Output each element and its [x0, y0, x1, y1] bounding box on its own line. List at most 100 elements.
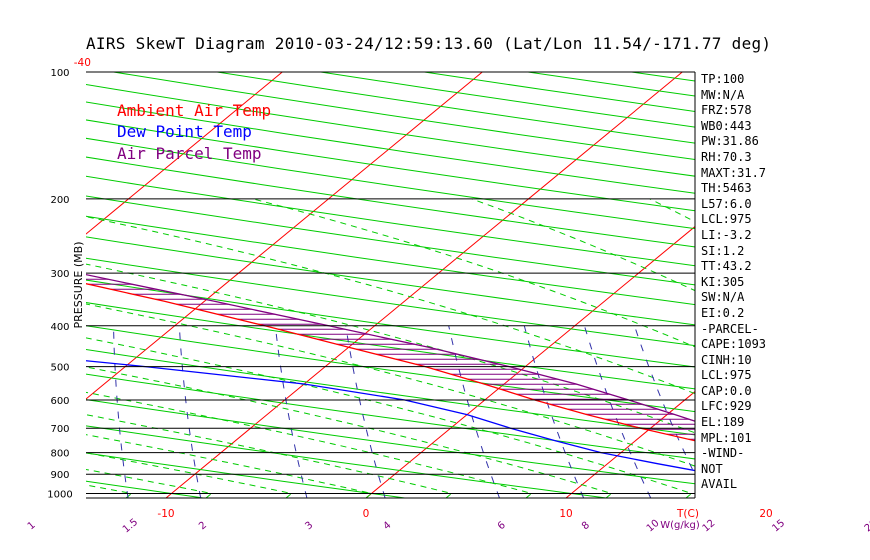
parcel-profile-line: [86, 273, 695, 422]
stat-wind-not: NOT: [701, 461, 723, 476]
dry-adiabat-line: [527, 72, 695, 97]
mixing-ratio-line: [23, 326, 29, 498]
stat-wind-avail: AVAIL: [701, 477, 738, 492]
stat-parcel-lcl: LCL:975: [701, 368, 752, 383]
mixing-ratio-line: [274, 325, 308, 498]
isotherm-line: [766, 72, 870, 498]
isotherm-line: [365, 225, 695, 498]
mixing-ratio-tick-label: 10: [645, 518, 662, 535]
dry-adiabat-line: [86, 195, 695, 286]
x-axis-label: T(C): [676, 508, 699, 520]
mixing-ratio-tick-label: 12: [701, 518, 718, 535]
stat-cinh: CINH:10: [701, 352, 752, 367]
stat-cap: CAP:0.0: [701, 383, 752, 398]
dry-adiabat-line: [86, 302, 695, 390]
pressure-tick-label: 800: [50, 449, 69, 460]
bottom-temp-tick-label: 20: [759, 508, 772, 520]
dry-adiabat-line: [86, 373, 695, 460]
mixing-ratio-tick-label: 8: [580, 520, 592, 533]
dry-adiabat-line: [86, 325, 695, 413]
stat-wind-header: -WIND-: [701, 446, 745, 461]
moist-adiabat-line: [86, 263, 695, 434]
stat-li: LI:-3.2: [701, 227, 752, 242]
y-axis-label: PRESSURE (MB): [72, 242, 85, 329]
stat-mw: MW:N/A: [701, 87, 745, 102]
moist-adiabat-line: [86, 434, 373, 498]
pressure-tick-label: 100: [50, 68, 69, 79]
dewpoint-profile-line: [86, 360, 695, 472]
legend-ambient-air-temp: Ambient Air Temp: [117, 101, 272, 120]
dry-adiabat-line: [320, 72, 695, 128]
dry-adiabat-line: [839, 72, 870, 498]
stat-lfc: LFC:929: [701, 399, 752, 414]
mixing-ratio-tick-label: 2: [197, 520, 209, 533]
dry-adiabat-line: [86, 215, 695, 306]
stat-pw: PW:31.86: [701, 134, 759, 149]
mixing-ratio-line: [448, 325, 500, 498]
pressure-tick-label: 200: [50, 195, 69, 206]
stat-wb0: WB0:443: [701, 118, 752, 133]
chart-title: AIRS SkewT Diagram 2010-03-24/12:59:13.6…: [86, 34, 772, 53]
dry-adiabat-line: [0, 72, 2, 498]
stat-mpl: MPL:101: [701, 430, 752, 445]
mixing-ratio-axis-label: W(g/kg): [660, 520, 700, 531]
moist-adiabat-line: [86, 216, 695, 395]
pressure-tick-label: 600: [50, 396, 69, 407]
moist-adiabat-line: [0, 199, 52, 498]
stat-th: TH:5463: [701, 181, 752, 196]
mixing-ratio-line: [583, 325, 652, 498]
stat-rh: RH:70.3: [701, 149, 752, 164]
stability-indices: TP:100 MW:N/A FRZ:578 WB0:443 PW:31.86 R…: [701, 72, 766, 493]
isotherm-line: [86, 72, 483, 400]
moist-adiabat-line: [86, 303, 695, 467]
pressure-tick-label: 400: [50, 322, 69, 333]
moist-adiabat-line: [252, 198, 695, 348]
mixing-ratio-tick-label: 1.5: [121, 517, 140, 536]
pressure-tick-label: 900: [50, 470, 69, 481]
isotherm-line: [0, 72, 82, 498]
top-temp-tick-label: -40: [74, 57, 91, 69]
dry-adiabat-line: [86, 175, 695, 267]
moist-adiabat-line: [86, 391, 533, 498]
stat-maxt: MAXT:31.7: [701, 165, 767, 180]
moist-adiabat-line: [86, 337, 693, 498]
mixing-ratio-line: [845, 326, 870, 498]
stat-ei: EI:0.2: [701, 305, 745, 320]
temperature-profile-line: [86, 283, 695, 442]
mixing-ratio-line: [523, 325, 585, 498]
dry-adiabat-line: [86, 236, 695, 326]
mixing-ratio-tick-label: 15: [770, 518, 787, 535]
mixing-ratio-line: [113, 325, 129, 498]
bottom-temp-tick-label: -10: [157, 508, 174, 520]
legend-air-parcel-temp: Air Parcel Temp: [117, 144, 262, 163]
stat-el: EL:189: [701, 415, 745, 430]
mixing-ratio-tick-label: 4: [382, 520, 394, 533]
mixing-ratio-line: [178, 325, 202, 498]
stat-lcl: LCL:975: [701, 212, 752, 227]
mixing-ratio-tick-label: 6: [496, 520, 508, 533]
legend-dew-point-temp: Dew Point Temp: [117, 122, 252, 141]
dry-adiabat-line: [86, 349, 695, 436]
dry-adiabat-line: [217, 72, 695, 144]
stat-parcel-header: -PARCEL-: [701, 321, 759, 336]
bottom-temp-tick-label: 10: [559, 508, 572, 520]
stat-cape: CAPE:1093: [701, 337, 767, 352]
stat-sw: SW:N/A: [701, 290, 745, 305]
moist-adiabat-line: [86, 414, 453, 498]
stat-tt: TT:43.2: [701, 259, 752, 274]
dry-adiabat-line: [86, 399, 695, 485]
dry-adiabat-line: [86, 156, 695, 248]
isotherm-line: [165, 72, 683, 498]
isotherm-line: [86, 72, 283, 235]
mixing-ratio-line: [345, 325, 386, 498]
mixing-ratio-tick-label: 3: [303, 520, 315, 533]
stat-tp: TP:100: [701, 72, 745, 86]
moist-adiabat-line: [86, 452, 293, 498]
stat-ki: KI:305: [701, 274, 745, 289]
mixing-ratio-tick-label: 1: [26, 520, 38, 533]
isotherm-line: [565, 390, 695, 498]
pressure-tick-label: 1000: [47, 489, 72, 500]
stat-si: SI:1.2: [701, 243, 745, 258]
bottom-temp-tick-label: 0: [363, 508, 370, 520]
